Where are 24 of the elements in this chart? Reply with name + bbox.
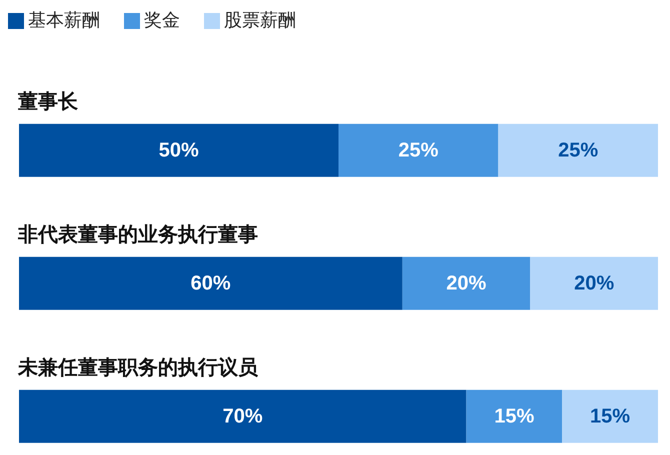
bar — [19, 124, 338, 177]
data-label: 15% — [494, 405, 534, 428]
bar — [402, 256, 530, 310]
y-tick-label: 董事长 — [17, 90, 79, 113]
data-label: 20% — [446, 272, 487, 294]
data-label: 50% — [158, 139, 199, 162]
legend-label: 基本薪酬 — [28, 10, 100, 30]
y-tick-label: 非代表董事的业务执行董事 — [17, 224, 258, 246]
bar — [19, 390, 466, 443]
data-label: 25% — [398, 139, 439, 162]
data-label: 60% — [190, 272, 231, 294]
y-tick-label: 未兼任董事职务的执行议员 — [17, 356, 259, 379]
data-label: 15% — [590, 405, 630, 428]
data-label: 25% — [558, 139, 598, 162]
legend-label: 股票薪酬 — [224, 10, 296, 30]
bar — [466, 390, 562, 443]
bar — [530, 256, 658, 310]
legend-label: 奖金 — [144, 10, 180, 30]
data-label: 70% — [222, 405, 263, 428]
bar — [338, 124, 498, 177]
bar — [562, 390, 658, 443]
bar — [19, 256, 402, 310]
bar — [498, 124, 658, 177]
data-label: 20% — [574, 272, 614, 294]
